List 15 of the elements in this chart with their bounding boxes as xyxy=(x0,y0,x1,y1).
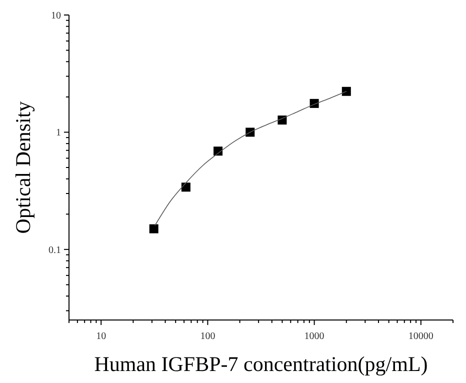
point xyxy=(149,224,158,234)
point xyxy=(278,116,287,125)
x-tick-label: 10000 xyxy=(408,331,434,342)
y-tick-label: 1 xyxy=(56,128,61,139)
point xyxy=(181,182,190,192)
y-axis-title: Optical Density xyxy=(11,100,35,234)
x-tick-label: 100 xyxy=(200,331,216,342)
y-tick-label: 10 xyxy=(51,10,61,22)
x-axis-title: Human IGFBP-7 concentration(pg/mL) xyxy=(94,352,428,376)
x-tick-label: 1000 xyxy=(304,331,324,342)
point xyxy=(310,98,319,108)
point xyxy=(214,146,223,156)
x-tick-label: 10 xyxy=(96,331,106,342)
y-tick-label: 0.1 xyxy=(48,244,61,256)
point xyxy=(342,86,351,96)
